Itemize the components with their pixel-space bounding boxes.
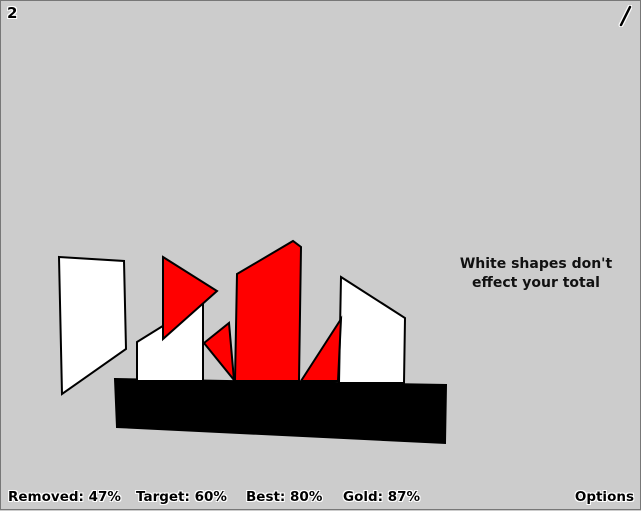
stat-best: Best: 80% xyxy=(246,489,323,505)
hint-line-1: White shapes don't xyxy=(459,256,613,272)
options-button[interactable]: Options xyxy=(574,489,634,505)
stat-target: Target: 60% xyxy=(136,489,227,505)
red-triangle-small[interactable] xyxy=(202,321,236,384)
white-shape-left[interactable] xyxy=(57,255,128,396)
red-triangle-top[interactable] xyxy=(162,255,219,342)
hint-text: White shapes don't effect your total xyxy=(441,255,631,293)
stat-removed: Removed: 47% xyxy=(8,489,121,505)
stat-gold: Gold: 87% xyxy=(343,489,421,505)
hint-line-2: effect your total xyxy=(472,275,600,291)
pencil-icon[interactable] xyxy=(618,5,632,27)
red-tall-shape[interactable] xyxy=(233,239,303,382)
platform xyxy=(113,377,448,445)
red-triangle-right[interactable] xyxy=(299,315,343,382)
white-shape-right[interactable] xyxy=(337,275,407,384)
level-number: 2 xyxy=(7,4,18,22)
